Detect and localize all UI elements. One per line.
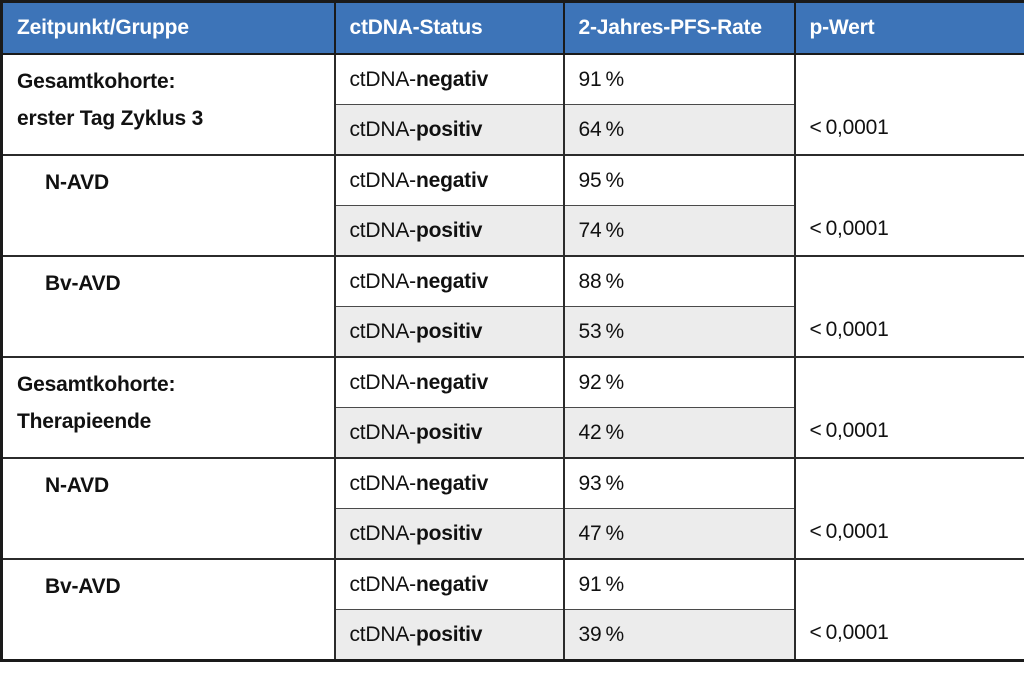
group-cell: N-AVD — [0, 154, 336, 257]
pfs-rate-cell: 92 % — [562, 356, 796, 408]
group-line: Bv-AVD — [45, 272, 121, 295]
p-value-cell: < 0,0001 — [793, 558, 1024, 662]
pfs-rate-cell: 74 % — [562, 205, 796, 257]
pfs-rate-cell: 91 % — [562, 53, 796, 105]
column-header-p-wert: p-Wert — [793, 0, 1024, 55]
status-prefix: ctDNA- — [349, 319, 417, 343]
ctdna-status-cell: ctDNA-negativ — [333, 356, 565, 408]
group-line: Gesamtkohorte: — [17, 373, 176, 396]
table-row: Gesamtkohorte: erster Tag Zyklus 3 ctDNA-n… — [0, 53, 1024, 156]
status-suffix: positiv — [415, 117, 483, 141]
status-suffix: negativ — [415, 67, 489, 91]
table-row: ctDNA-positiv 64 % — [2, 104, 1024, 156]
pfs-rate-cell: 93 % — [562, 457, 796, 509]
group-line: Bv-AVD — [45, 575, 121, 598]
pfs-rate-cell: 88 % — [562, 255, 796, 307]
table-row: Bv-AVD ctDNA-negativ 91 % < 0,0001 — [0, 558, 1024, 662]
column-header-pfs-rate: 2-Jahres-PFS-Rate — [562, 0, 796, 55]
status-prefix: ctDNA- — [349, 572, 417, 596]
p-value-cell: < 0,0001 — [793, 356, 1024, 459]
table-row: Gesamtkohorte: Therapieende ctDNA-negativ 9… — [0, 356, 1024, 459]
group-line: Gesamtkohorte: — [17, 70, 176, 93]
status-prefix: ctDNA- — [349, 168, 417, 192]
table-row: ctDNA-positiv 47 % — [2, 508, 1024, 560]
header-row: Zeitpunkt/Gruppe ctDNA-Status 2-Jahres-P… — [0, 0, 1024, 55]
group-cell: Bv-AVD — [0, 558, 336, 662]
p-value-cell: < 0,0001 — [793, 53, 1024, 156]
p-value-cell: < 0,0001 — [793, 457, 1024, 560]
pfs-rate-cell: 91 % — [562, 558, 796, 610]
status-prefix: ctDNA- — [349, 471, 417, 495]
group-cell: Bv-AVD — [0, 255, 336, 358]
status-prefix: ctDNA- — [349, 218, 417, 242]
table-row: N-AVD ctDNA-negativ 93 % < 0,0001 — [0, 457, 1024, 560]
group-cell: N-AVD — [0, 457, 336, 560]
status-suffix: positiv — [415, 420, 483, 444]
ctdna-status-cell: ctDNA-negativ — [333, 255, 565, 307]
ctdna-status-cell: ctDNA-positiv — [333, 205, 565, 257]
status-prefix: ctDNA- — [349, 67, 417, 91]
ctdna-status-cell: ctDNA-positiv — [333, 609, 565, 662]
p-value-cell: < 0,0001 — [793, 255, 1024, 358]
ctdna-status-cell: ctDNA-positiv — [333, 306, 565, 358]
status-suffix: positiv — [415, 319, 483, 343]
column-header-zeitpunkt-gruppe: Zeitpunkt/Gruppe — [0, 0, 336, 55]
status-prefix: ctDNA- — [349, 370, 417, 394]
status-suffix: negativ — [415, 269, 489, 293]
table-row: Bv-AVD ctDNA-negativ 88 % < 0,0001 — [0, 255, 1024, 358]
ctdna-status-cell: ctDNA-positiv — [333, 104, 565, 156]
status-suffix: negativ — [415, 471, 489, 495]
status-suffix: negativ — [415, 572, 489, 596]
table-row: ctDNA-positiv 39 % — [2, 609, 1024, 662]
status-suffix: positiv — [415, 218, 483, 242]
table-row: ctDNA-positiv 53 % — [2, 306, 1024, 358]
status-prefix: ctDNA- — [349, 420, 417, 444]
group-cell: Gesamtkohorte: Therapieende — [0, 356, 336, 459]
table-row: N-AVD ctDNA-negativ 95 % < 0,0001 — [0, 154, 1024, 257]
pfs-rate-cell: 47 % — [562, 508, 796, 560]
group-line: erster Tag Zyklus 3 — [17, 107, 204, 130]
pfs-rate-cell: 95 % — [562, 154, 796, 206]
status-suffix: positiv — [415, 521, 483, 545]
ctdna-status-cell: ctDNA-negativ — [333, 53, 565, 105]
status-prefix: ctDNA- — [349, 269, 417, 293]
table-row: ctDNA-positiv 74 % — [2, 205, 1024, 257]
pfs-results-table: Zeitpunkt/Gruppe ctDNA-Status 2-Jahres-P… — [0, 0, 1024, 662]
group-cell: Gesamtkohorte: erster Tag Zyklus 3 — [0, 53, 336, 156]
group-line: Therapieende — [17, 410, 152, 433]
group-line: N-AVD — [45, 171, 109, 194]
group-line: N-AVD — [45, 474, 109, 497]
pfs-rate-cell: 39 % — [562, 609, 796, 662]
status-suffix: positiv — [415, 622, 483, 646]
p-value-cell: < 0,0001 — [793, 154, 1024, 257]
status-prefix: ctDNA- — [349, 117, 417, 141]
table-row: ctDNA-positiv 42 % — [2, 407, 1024, 459]
pfs-rate-cell: 42 % — [562, 407, 796, 459]
ctdna-status-cell: ctDNA-negativ — [333, 154, 565, 206]
status-suffix: negativ — [415, 370, 489, 394]
ctdna-status-cell: ctDNA-negativ — [333, 457, 565, 509]
ctdna-status-cell: ctDNA-positiv — [333, 508, 565, 560]
ctdna-status-cell: ctDNA-negativ — [333, 558, 565, 610]
status-suffix: negativ — [415, 168, 489, 192]
status-prefix: ctDNA- — [349, 622, 417, 646]
pfs-rate-cell: 53 % — [562, 306, 796, 358]
status-prefix: ctDNA- — [349, 521, 417, 545]
ctdna-status-cell: ctDNA-positiv — [333, 407, 565, 459]
column-header-ctdna-status: ctDNA-Status — [333, 0, 565, 55]
pfs-rate-cell: 64 % — [562, 104, 796, 156]
